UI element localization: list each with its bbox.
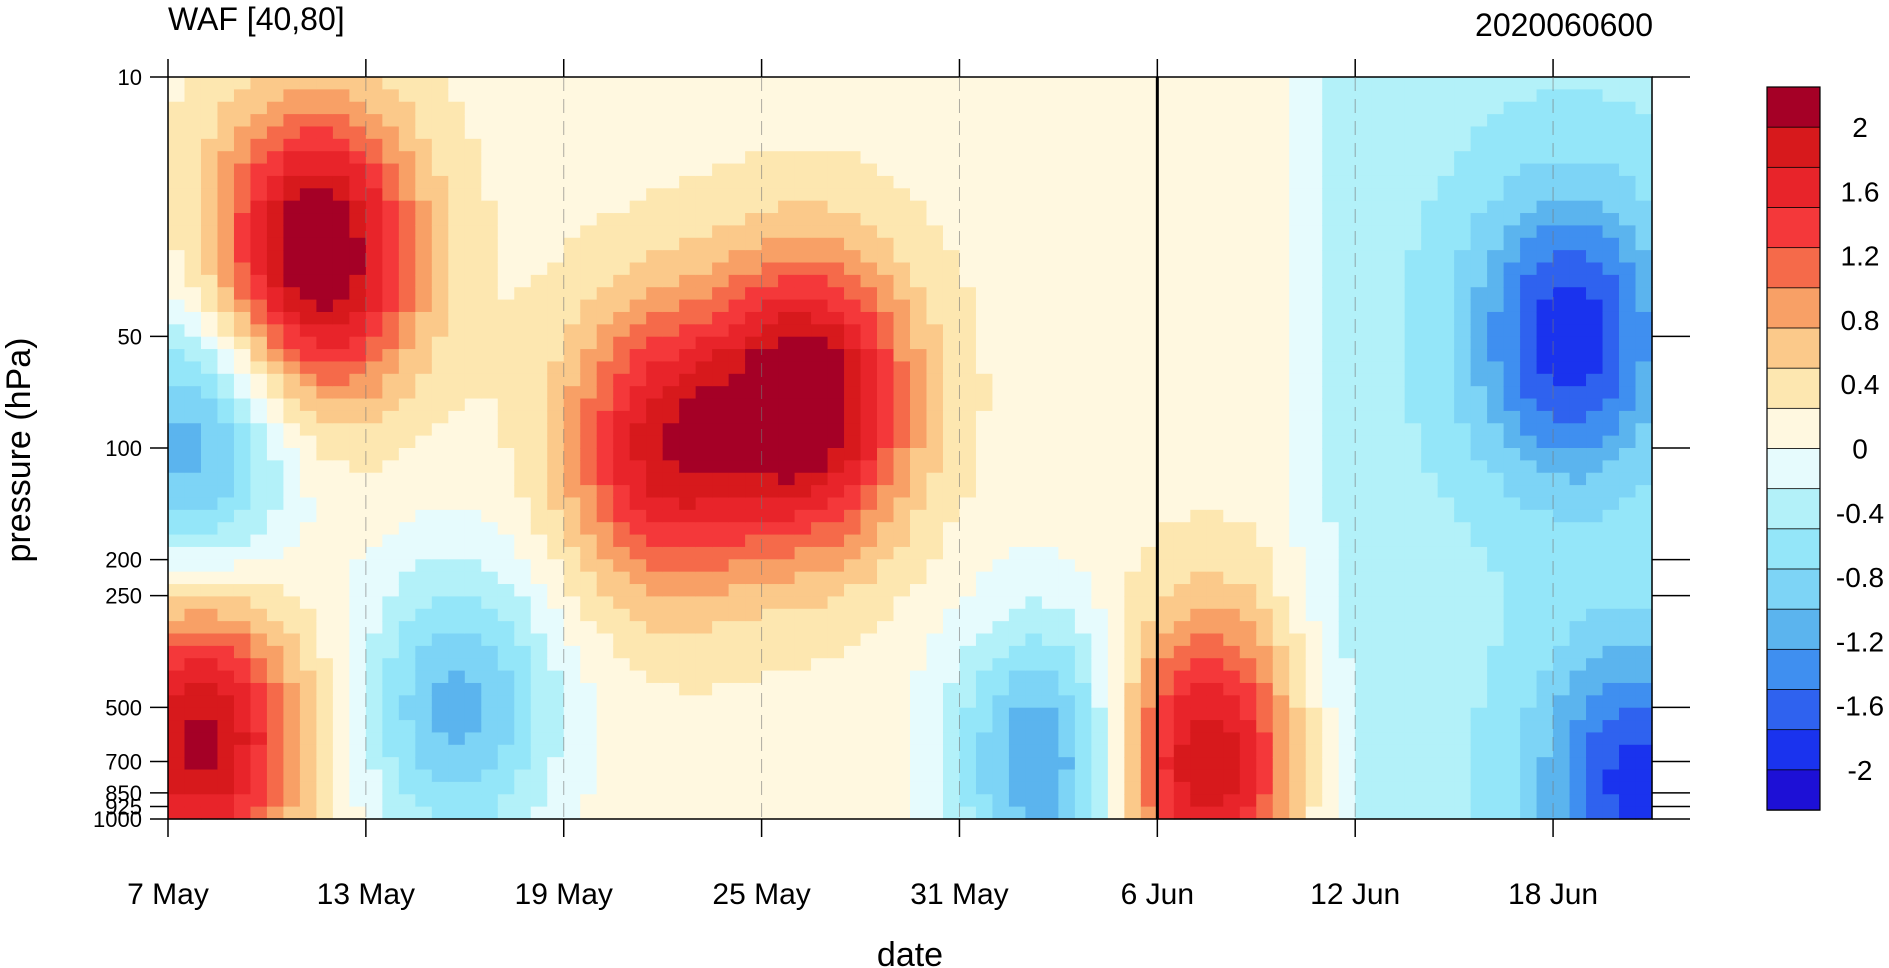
colorbar-label: 1.6 bbox=[1841, 176, 1880, 207]
colorbar-swatch bbox=[1766, 689, 1821, 731]
x-axis: 7 May 13 May 19 May 25 May 31 May 6 Jun 12 Jun… bbox=[127, 59, 1598, 911]
colorbar-label: 0.8 bbox=[1841, 305, 1880, 336]
colorbar-swatch bbox=[1766, 126, 1821, 169]
colorbar-label: -2 bbox=[1848, 755, 1873, 786]
y-tick-label: 100 bbox=[105, 436, 142, 461]
colorbar-swatch bbox=[1766, 729, 1821, 771]
colorbar-swatch bbox=[1766, 769, 1821, 811]
colorbar-label: 0.4 bbox=[1841, 369, 1880, 400]
contour-field bbox=[167, 76, 1653, 820]
colorbar: 2 1.6 1.2 0.8 0.4 0 -0.4 -0.8 -1.2 -1.6 -2 bbox=[1766, 86, 1884, 811]
colorbar-label: -0.8 bbox=[1836, 562, 1884, 593]
x-tick-label: 19 May bbox=[515, 878, 613, 911]
x-axis-label: date bbox=[877, 936, 943, 968]
colorbar-label: 1.2 bbox=[1841, 241, 1880, 272]
x-tick-label: 25 May bbox=[712, 878, 810, 911]
colorbar-swatch bbox=[1766, 207, 1821, 249]
x-tick-label: 13 May bbox=[317, 878, 415, 911]
x-tick-label: 12 Jun bbox=[1310, 878, 1400, 911]
colorbar-label: -1.2 bbox=[1836, 626, 1884, 657]
colorbar-swatch bbox=[1766, 86, 1821, 128]
colorbar-label: -0.4 bbox=[1836, 498, 1884, 529]
colorbar-swatch bbox=[1766, 568, 1821, 610]
colorbar-label: -1.6 bbox=[1836, 691, 1884, 722]
colorbar-swatch bbox=[1766, 488, 1821, 530]
y-tick-label: 500 bbox=[105, 695, 142, 720]
chart-title: WAF [40,80] bbox=[168, 1, 345, 37]
y-tick-label: 250 bbox=[105, 584, 142, 609]
x-tick-label: 31 May bbox=[910, 878, 1008, 911]
colorbar-swatch bbox=[1766, 448, 1821, 490]
colorbar-swatch bbox=[1766, 287, 1821, 329]
x-tick-label: 6 Jun bbox=[1121, 878, 1194, 911]
y-tick-label: 925 bbox=[105, 794, 142, 819]
y-tick-label: 50 bbox=[118, 324, 142, 349]
colorbar-swatch bbox=[1766, 608, 1821, 651]
colorbar-swatch bbox=[1766, 247, 1821, 289]
colorbar-label: 2 bbox=[1852, 112, 1868, 143]
colorbar-swatch bbox=[1766, 166, 1821, 209]
y-axis-label: pressure (hPa) bbox=[0, 338, 38, 563]
colorbar-swatch bbox=[1766, 367, 1821, 410]
colorbar-swatch bbox=[1766, 327, 1821, 369]
colorbar-swatch bbox=[1766, 648, 1821, 691]
chart-subtitle: 2020060600 bbox=[1475, 7, 1653, 43]
colorbar-swatch bbox=[1766, 407, 1821, 450]
y-tick-label: 700 bbox=[105, 750, 142, 775]
y-tick-label: 200 bbox=[105, 548, 142, 573]
x-tick-label: 7 May bbox=[127, 878, 209, 911]
y-tick-label: 10 bbox=[118, 65, 142, 90]
colorbar-swatch bbox=[1766, 528, 1821, 570]
colorbar-label: 0 bbox=[1852, 434, 1868, 465]
reference-line-layer bbox=[365, 77, 1554, 819]
y-tick-label: 1000 bbox=[93, 807, 142, 832]
x-tick-label: 18 Jun bbox=[1508, 878, 1598, 911]
y-tick-label: 850 bbox=[105, 781, 142, 806]
